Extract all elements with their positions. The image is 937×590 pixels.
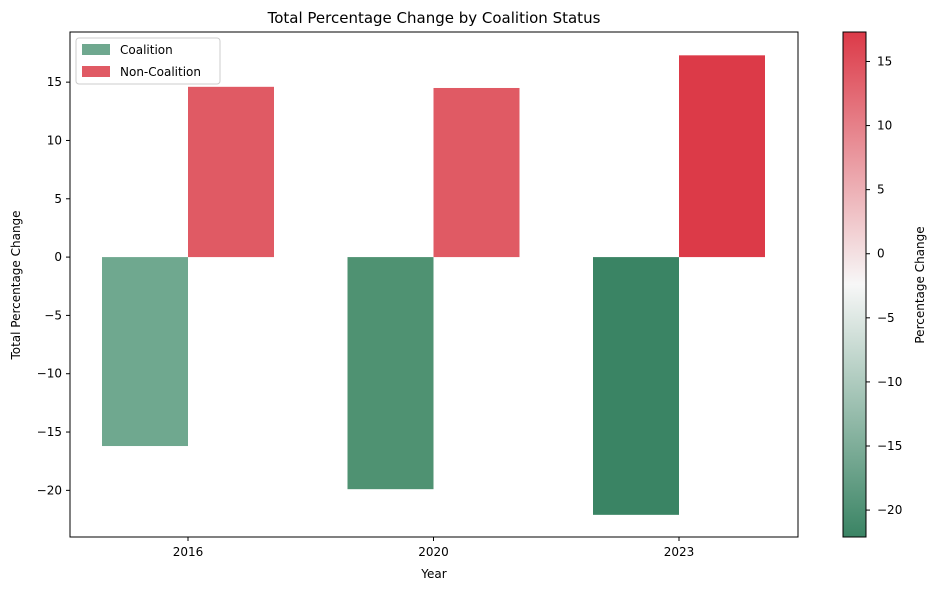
y-tick-label: 0 (54, 250, 62, 264)
colorbar-tick-label: 10 (877, 119, 892, 133)
bar-non-coalition-2023 (679, 55, 765, 258)
colorbar-tick-label: 15 (877, 54, 892, 68)
y-axis: −20 −15 −10 −5 0 5 10 15 (37, 75, 70, 497)
colorbar-tick-label: −15 (877, 439, 902, 453)
y-tick-label: 5 (54, 192, 62, 206)
colorbar: −20 −15 −10 −5 0 5 10 15 Percentage Change (842, 31, 927, 538)
colorbar-tick-label: −10 (877, 375, 902, 389)
x-tick-label: 2016 (173, 545, 204, 559)
x-axis: 2016 2020 2023 (173, 537, 695, 559)
y-axis-label: Total Percentage Change (9, 210, 23, 360)
colorbar-tick-label: −20 (877, 503, 902, 517)
colorbar-ticks: −20 −15 −10 −5 0 5 10 15 (866, 54, 902, 517)
bar-non-coalition-2016 (188, 86, 274, 258)
bar-coalition-2016 (102, 257, 188, 447)
legend-swatch-non-coalition (82, 66, 110, 77)
y-tick-label: 10 (47, 133, 62, 147)
colorbar-label: Percentage Change (913, 226, 927, 343)
legend: Coalition Non-Coalition (75, 37, 221, 85)
colorbar-gradient (842, 31, 867, 538)
legend-frame (75, 37, 221, 85)
x-tick-label: 2023 (664, 545, 695, 559)
y-tick-label: 15 (47, 75, 62, 89)
y-tick-label: −15 (37, 425, 62, 439)
legend-label-non-coalition: Non-Coalition (120, 65, 201, 79)
bar-coalition-2023 (593, 257, 679, 515)
x-tick-label: 2020 (418, 545, 449, 559)
colorbar-tick-label: −5 (877, 311, 895, 325)
y-tick-label: −5 (44, 308, 62, 322)
bar-coalition-2020 (347, 257, 434, 490)
colorbar-tick-label: 5 (877, 183, 885, 197)
legend-swatch-coalition (82, 44, 110, 55)
legend-label-coalition: Coalition (120, 43, 173, 57)
colorbar-tick-label: 0 (877, 247, 885, 261)
bar-non-coalition-2020 (433, 87, 520, 258)
y-tick-label: −10 (37, 367, 62, 381)
x-axis-label: Year (420, 567, 446, 581)
chart-title: Total Percentage Change by Coalition Sta… (267, 9, 601, 27)
y-tick-label: −20 (37, 483, 62, 497)
bars-group (102, 55, 765, 515)
